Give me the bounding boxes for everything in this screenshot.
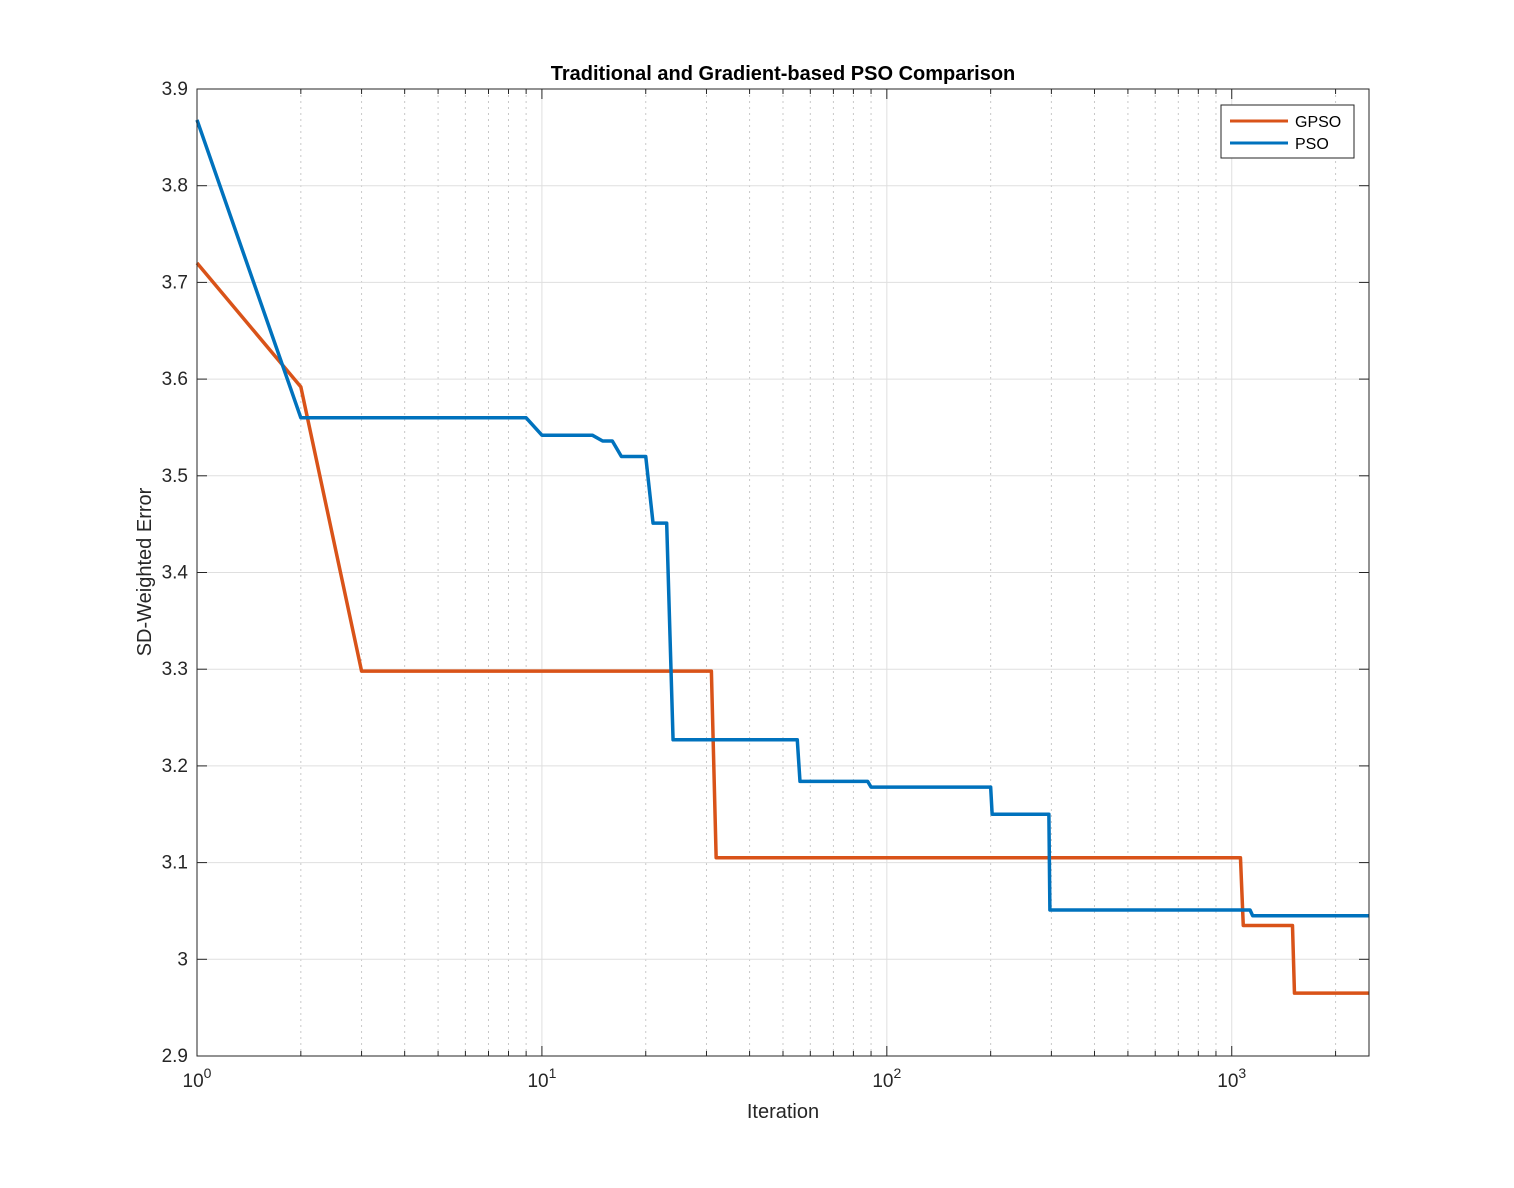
y-tick-label: 3.9 (162, 79, 188, 100)
legend-box (1220, 104, 1355, 159)
y-tick-label: 3.6 (162, 369, 188, 390)
y-tick-label: 3.7 (162, 272, 188, 293)
y-tick-label: 3.3 (162, 659, 188, 680)
x-tick-label: 102 (872, 1065, 901, 1092)
series-line-pso (195, 119, 1369, 918)
y-tick-label: 2.9 (162, 1046, 188, 1067)
series-line-gpso (195, 261, 1369, 995)
y-tick-label: 3.2 (162, 756, 188, 777)
x-tick-labels: 100 101 102 103 (183, 1065, 1247, 1092)
tick-layer (196, 88, 1369, 1057)
y-tick-label: 3.5 (162, 466, 188, 487)
y-tick-labels: 2.9 3 3.1 3.2 3.3 3.4 3.5 3.6 3.7 3.8 3.9 (162, 79, 189, 1067)
x-axis-label: Iteration (747, 1101, 819, 1123)
x-tick-label: 101 (527, 1065, 556, 1092)
legend-label-pso: PSO (1295, 136, 1329, 153)
legend: GPSO PSO (1220, 104, 1355, 159)
grid-layer (197, 89, 1369, 1056)
y-tick-label: 3.4 (162, 563, 189, 584)
legend-label-gpso: GPSO (1295, 114, 1341, 131)
y-tick-label: 3 (177, 949, 188, 970)
x-tick-label: 103 (1217, 1065, 1246, 1092)
y-tick-label: 3.8 (162, 176, 188, 197)
y-axis-label: SD-Weighted Error (134, 487, 156, 656)
x-tick-label: 100 (183, 1065, 212, 1092)
series-layer (195, 119, 1369, 995)
chart-title: Traditional and Gradient-based PSO Compa… (551, 63, 1016, 85)
y-tick-label: 3.1 (162, 853, 188, 874)
